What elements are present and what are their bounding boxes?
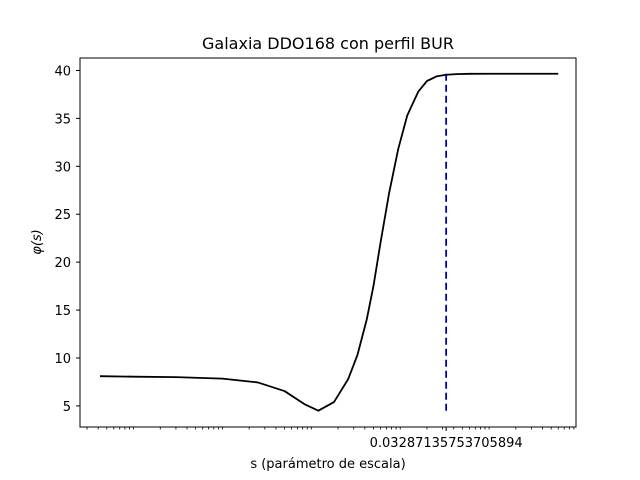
y-tick-label: 5 — [63, 400, 71, 415]
y-tick-label: 20 — [54, 256, 71, 271]
plot-frame — [79, 57, 577, 428]
y-tick-label: 10 — [54, 352, 71, 367]
y-tick-label: 30 — [54, 160, 71, 175]
y-tick-label: 25 — [54, 208, 71, 223]
chart-title: Galaxia DDO168 con perfil BUR — [202, 34, 454, 53]
y-tick-label: 15 — [54, 304, 71, 319]
y-axis-label: φ(s) — [30, 229, 45, 255]
y-tick-label: 35 — [54, 112, 71, 127]
series-line — [100, 72, 559, 412]
x-tick-label: 0.03287135753705894 — [370, 436, 523, 451]
x-axis-label: s (parámetro de escala) — [250, 457, 405, 472]
y-tick-label: 40 — [54, 64, 71, 79]
plot-area: 5 10 15 20 25 30 35 40 0.03287135753705894 — [54, 64, 575, 451]
